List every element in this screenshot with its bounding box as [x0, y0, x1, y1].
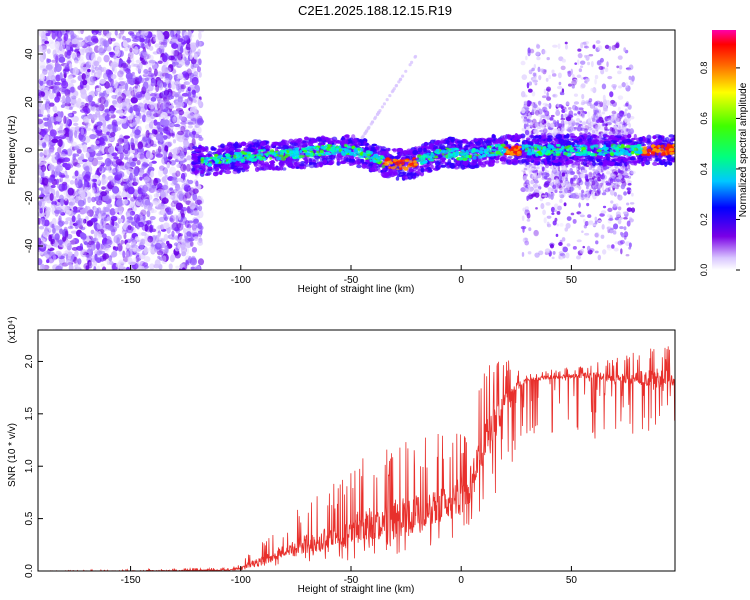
- snr-x-tick-label-1: -100: [231, 575, 251, 586]
- snr-frame: [37, 329, 676, 572]
- snr-scale-label: (x10⁴): [7, 316, 18, 343]
- snr-y-tick-label-4: 2.0: [24, 354, 35, 368]
- colorbar-tick-label-1: 0.2: [699, 213, 709, 226]
- x-tick-label-3: 0: [458, 275, 464, 286]
- snr-x-tick-label-3: 0: [458, 575, 464, 586]
- colorbar: 0.0 0.2 0.4 0.6 0.8 Normalized spectral ampl…: [699, 30, 749, 276]
- y-tick-label-2: 0: [24, 147, 35, 153]
- x-tick-label-4: 50: [566, 275, 578, 286]
- snr-x-tick-label-0: -150: [121, 575, 141, 586]
- spectrogram-image: [38, 30, 675, 270]
- snr-y-label: SNR (10 * v/v): [7, 423, 18, 487]
- x-tick-label-1: -100: [231, 275, 251, 286]
- snr-x-tick-label-2: -50: [344, 575, 359, 586]
- spectrogram-panel: -150 -100 -50 0 50 -40 -20 0 20 40 Height of str…: [7, 29, 676, 295]
- snr-series-line: [38, 346, 675, 571]
- colorbar-axis: 0.0 0.2 0.4 0.6 0.8: [699, 62, 740, 277]
- snr-y-axis: 0.0 0.5 1.0 1.5 2.0: [24, 354, 43, 578]
- snr-y-tick-label-1: 0.5: [24, 511, 35, 525]
- snr-x-axis: -150 -100 -50 0 50: [121, 566, 578, 586]
- snr-panel: -150 -100 -50 0 50 0.0 0.5 1.0 1.5 2.0 Height of…: [7, 316, 676, 595]
- colorbar-tick-label-0: 0.0: [699, 264, 709, 277]
- colorbar-gradient: [712, 30, 736, 270]
- colorbar-label: Normalized spectral amplitude: [738, 82, 749, 217]
- spectrogram-y-axis: -40 -20 0 20 40: [24, 48, 43, 253]
- snr-x-label: Height of straight line (km): [298, 584, 415, 595]
- x-tick-label-0: -150: [121, 275, 141, 286]
- colorbar-tick-label-2: 0.4: [699, 163, 709, 176]
- snr-x-tick-label-4: 50: [566, 575, 578, 586]
- snr-y-tick-label-3: 1.5: [24, 406, 35, 420]
- x-tick-label-2: -50: [344, 275, 359, 286]
- colorbar-tick-label-3: 0.6: [699, 112, 709, 125]
- spectrogram-x-axis: -150 -100 -50 0 50: [121, 265, 578, 286]
- y-tick-label-1: -20: [24, 190, 35, 205]
- snr-y-tick-label-2: 1.0: [24, 459, 35, 473]
- figure-title: C2E1.2025.188.12.15.R19: [298, 3, 452, 18]
- y-tick-label-4: 40: [24, 48, 35, 60]
- spectrogram-x-label: Height of straight line (km): [298, 284, 415, 295]
- spectrogram-y-label: Frequency (Hz): [7, 116, 18, 185]
- y-tick-label-3: 20: [24, 96, 35, 108]
- y-tick-label-0: -40: [24, 238, 35, 253]
- snr-y-tick-label-0: 0.0: [24, 564, 35, 578]
- colorbar-tick-label-4: 0.8: [699, 62, 709, 75]
